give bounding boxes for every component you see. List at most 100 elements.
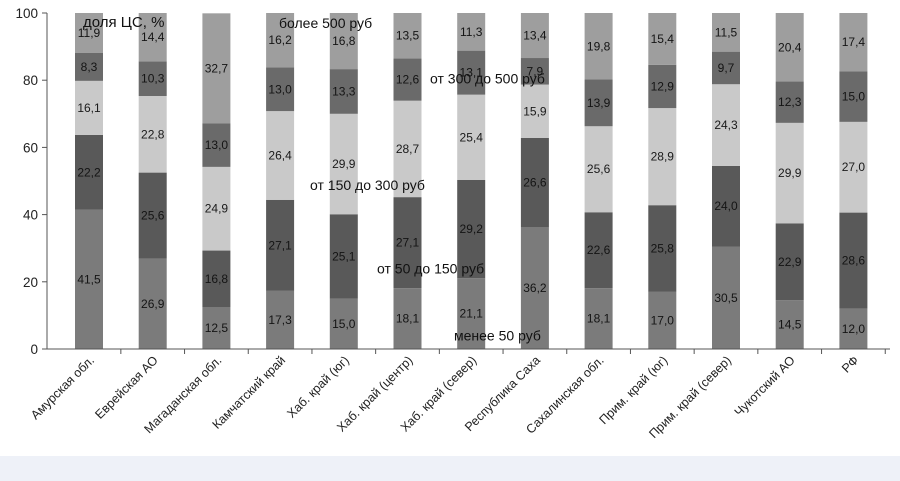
data-label: 22,9: [778, 255, 802, 269]
data-label: 29,2: [460, 222, 484, 236]
data-label: 27,0: [842, 160, 866, 174]
bottom-strip: [0, 456, 900, 481]
data-label: 25,8: [651, 242, 675, 256]
x-tick-label: Хаб. край (юг): [284, 353, 352, 421]
data-label: 14,5: [778, 318, 802, 332]
bar-segment: [393, 100, 422, 198]
data-label: 13,9: [587, 96, 611, 110]
y-tick-label: 0: [30, 342, 38, 357]
stacked-bar-chart: 41,5 22,2 16,1 8,3 11,9 Амурская обл. 26,9 25,6…: [15, 6, 890, 441]
bar-segment: [75, 80, 103, 135]
chart-area: 41,5 22,2 16,1 8,3 11,9 Амурская обл. 26,9 25,6…: [15, 6, 890, 442]
bar-segment: [648, 291, 677, 349]
x-tick-label: Чукотский АО: [732, 353, 798, 419]
bar-segment: [520, 13, 549, 59]
data-label: 10,3: [141, 72, 165, 86]
bar-segment: [584, 288, 613, 349]
data-label: 15,0: [842, 90, 866, 104]
bar-segment: [329, 13, 358, 70]
data-label: 26,6: [523, 176, 547, 190]
bar-segment: [775, 223, 804, 301]
data-label: 17,4: [842, 35, 866, 49]
data-label: 13,5: [396, 29, 420, 43]
data-label: 9,7: [718, 61, 735, 75]
data-label: 16,8: [332, 34, 356, 48]
x-tick-label: Амурская обл.: [28, 353, 97, 422]
y-axis-title: доля ЦС, %: [83, 14, 164, 31]
bar-segment: [329, 69, 358, 114]
bar-segment: [775, 122, 804, 224]
bar-segment: [75, 52, 103, 81]
bar-segment: [266, 111, 295, 200]
bar-segment: [457, 278, 486, 349]
bar-segment: [266, 67, 295, 112]
bar-segment: [584, 212, 613, 289]
data-label: 24,9: [205, 202, 229, 216]
bar-segment: [712, 165, 740, 247]
data-label: 36,2: [523, 281, 547, 295]
data-label: 12,0: [842, 322, 866, 336]
bar-segment: [839, 71, 868, 122]
bar-segment: [329, 214, 358, 299]
data-label: 18,1: [396, 312, 420, 326]
data-label: 12,6: [396, 73, 420, 87]
bar-segment: [138, 95, 167, 173]
bar-segment: [712, 246, 740, 349]
series-annotation: от 50 до 150 руб: [377, 260, 484, 276]
bar-segment: [520, 137, 549, 228]
series-annotation: от 300 до 500 руб: [430, 71, 545, 87]
data-label: 22,8: [141, 127, 165, 141]
bar-segment: [138, 61, 167, 96]
data-label: 13,1: [460, 66, 484, 80]
bar-segment: [648, 13, 677, 65]
bar-segment: [712, 51, 740, 85]
x-tick-label: Прим. край (юг): [596, 353, 670, 427]
data-label: 25,4: [460, 130, 484, 144]
bar-segment: [329, 298, 358, 349]
bar-segment: [202, 250, 231, 307]
bar-segment: [266, 290, 295, 349]
data-label: 11,9: [78, 26, 101, 40]
series-annotation: от 150 до 300 руб: [310, 177, 425, 193]
bar-segment: [202, 166, 231, 251]
y-tick-label: 100: [15, 6, 38, 21]
bar-segment: [329, 113, 358, 215]
data-label: 12,3: [778, 95, 802, 109]
data-label: 7,9: [527, 64, 544, 78]
bar-segment: [520, 84, 549, 138]
data-label: 19,8: [587, 39, 611, 53]
data-label: 27,1: [268, 238, 292, 252]
bar-segment: [648, 108, 677, 206]
data-label: 17,3: [268, 313, 292, 327]
bar-segment: [457, 13, 486, 51]
bar-segment: [75, 13, 103, 53]
data-label: 25,6: [141, 209, 165, 223]
bar-segment: [138, 258, 167, 349]
bar-segment: [839, 121, 868, 213]
series-annotation: более 500 руб: [279, 15, 372, 31]
bar-segment: [520, 58, 549, 85]
data-label: 15,4: [651, 32, 675, 46]
data-label: 15,0: [332, 317, 356, 331]
data-label: 20,4: [778, 40, 802, 54]
data-label: 13,3: [332, 84, 356, 98]
bar-segment: [202, 13, 231, 124]
data-label: 28,9: [651, 150, 675, 164]
bar-segment: [266, 13, 295, 68]
bar-segment: [775, 81, 804, 123]
bar-segment: [775, 300, 804, 349]
x-tick-label: РФ: [839, 353, 861, 375]
bar-segment: [520, 227, 549, 349]
bar-segment: [584, 126, 613, 213]
bar-segment: [202, 307, 231, 349]
bar-segment: [393, 58, 422, 101]
bar-segment: [202, 123, 231, 167]
data-label: 27,1: [396, 236, 420, 250]
bar-segment: [393, 13, 422, 59]
data-label: 13,0: [268, 82, 292, 96]
data-label: 12,5: [205, 321, 229, 335]
data-label: 30,5: [714, 291, 738, 305]
data-label: 29,9: [332, 157, 356, 171]
bar-segment: [457, 50, 486, 95]
data-label: 41,5: [77, 272, 101, 286]
